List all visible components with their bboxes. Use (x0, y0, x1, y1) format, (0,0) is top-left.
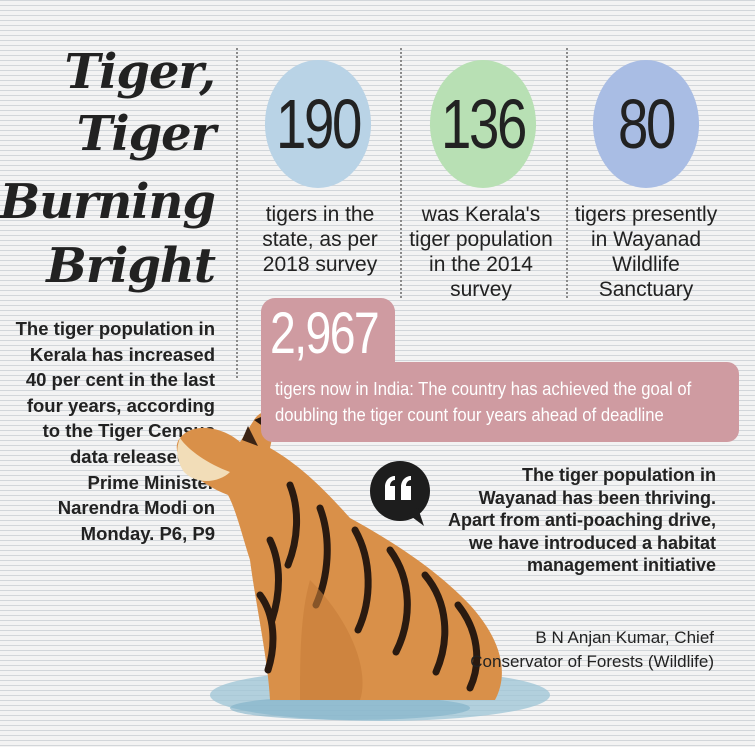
column-divider (236, 48, 238, 378)
stat-value: 80 (617, 85, 676, 163)
quote-attribution: B N Anjan Kumar, Chief Conservator of Fo… (470, 628, 714, 671)
stat-value: 136 (440, 85, 527, 163)
stat-label-136: was Kerala's tiger population in the 201… (409, 203, 553, 301)
headline-line-2: Tiger (76, 106, 216, 162)
column-divider (400, 48, 402, 298)
column-divider (566, 48, 568, 298)
headline-line-1: Tiger, (64, 44, 216, 100)
stat-value: 190 (275, 85, 362, 163)
stat-label-80: tigers presently in Wayanad Wildlife San… (574, 203, 718, 301)
stat-circle-136: 136 (429, 60, 537, 188)
stat-circle-80: 80 (592, 60, 700, 188)
quote-bubble-icon (370, 461, 430, 526)
tiger-illustration (176, 411, 550, 721)
headline-line-4: Bright (46, 238, 216, 294)
lede-paragraph: The tiger population in Kerala has incre… (15, 318, 215, 544)
highlight-tab (261, 298, 395, 370)
quote-text: The tiger population in Wayanad has been… (447, 465, 716, 575)
highlight-text: tigers now in India: The country has ach… (275, 378, 692, 425)
stat-label-190: tigers in the state, as per 2018 survey (262, 203, 378, 276)
headline-line-3: Burning (0, 174, 216, 230)
stat-circle-190: 190 (264, 60, 372, 188)
highlight-band (261, 362, 739, 442)
highlight-number: 2,967 (270, 301, 380, 366)
